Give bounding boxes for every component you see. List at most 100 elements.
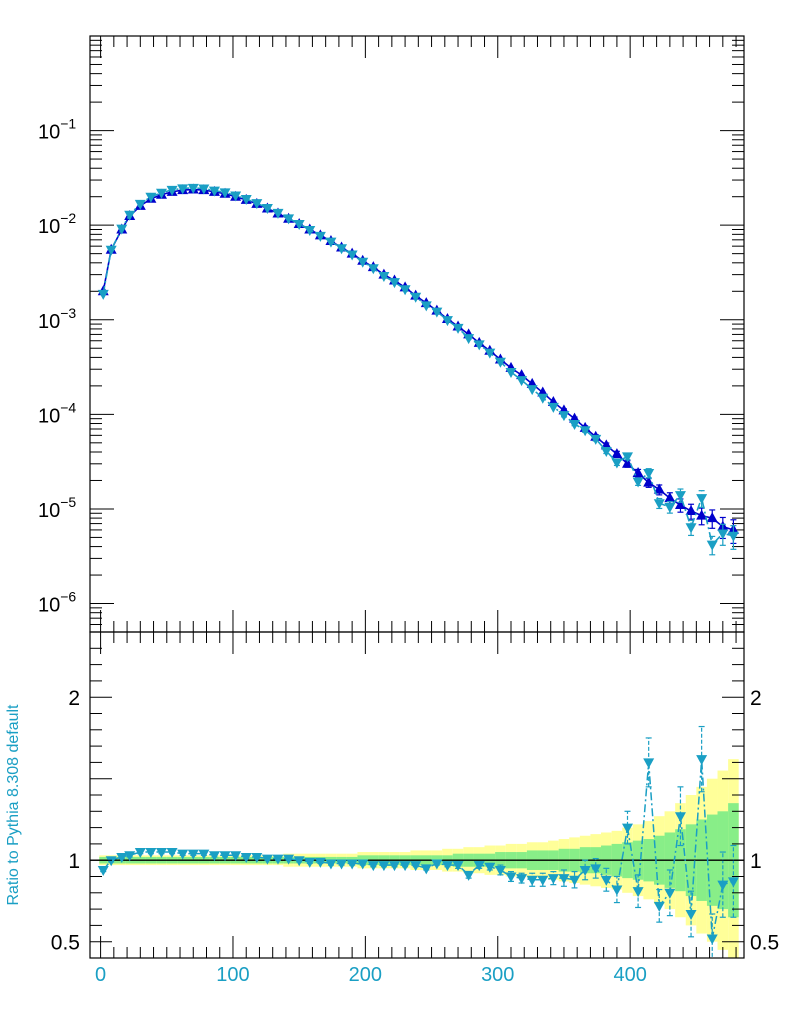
data-point: [251, 199, 263, 210]
ratio-y-tick-label-right: 2: [750, 687, 762, 710]
data-point: [696, 494, 708, 505]
ratio-point: [600, 875, 612, 886]
ratio-point: [441, 861, 453, 872]
ratio-point: [696, 755, 708, 766]
data-point: [97, 289, 109, 300]
data-point: [653, 483, 665, 494]
data-point: [293, 219, 305, 230]
data-point: [727, 531, 739, 542]
ratio-panel-frame: [89, 631, 745, 959]
ratio-point: [463, 870, 475, 881]
ratio-point: [208, 851, 220, 862]
ratio-point: [367, 861, 379, 872]
x-tick-label: 0: [95, 964, 106, 986]
data-point: [187, 183, 199, 194]
ratio-point: [717, 880, 729, 891]
ratio-point: [388, 861, 400, 872]
ratio-point: [378, 861, 390, 872]
ratio-point: [727, 877, 739, 888]
data-point: [314, 231, 326, 242]
data-point: [621, 457, 633, 468]
data-point: [516, 376, 528, 387]
ratio-plot-area: [90, 725, 744, 958]
ratio-point: [166, 848, 178, 859]
data-point: [410, 292, 422, 303]
ratio-point: [643, 758, 655, 769]
data-point: [219, 188, 231, 199]
ratio-point: [410, 861, 422, 872]
ratio-point: [431, 859, 443, 870]
x-tick-label: 200: [349, 964, 382, 986]
ratio-point: [590, 864, 602, 875]
data-point: [240, 195, 252, 206]
data-point: [664, 502, 676, 513]
main-panel-frame: [89, 35, 745, 633]
ratio-point: [420, 864, 432, 875]
data-point: [431, 307, 443, 318]
series-line: [102, 187, 734, 547]
data-point: [105, 245, 117, 256]
data-point: [643, 468, 655, 479]
ratio-point: [325, 859, 337, 870]
data-point: [155, 188, 167, 199]
ratio-point: [145, 848, 157, 859]
ratio-point: [105, 856, 117, 867]
data-point: [261, 203, 273, 214]
data-point: [283, 214, 295, 225]
ratio-y-axis-label: Ratio to Pythia 8.308 default: [5, 704, 22, 906]
series-triangle-up: [97, 183, 739, 545]
data-point: [272, 208, 284, 219]
data-point: [579, 426, 591, 437]
data-point: [484, 348, 496, 359]
main-panel: 10−1 10−2 10−3 10−4 10−5 10−6: [38, 35, 745, 633]
data-point: [643, 476, 655, 487]
ratio-point: [505, 872, 517, 883]
ratio-point: [304, 857, 316, 868]
ratio-point: [484, 862, 496, 873]
ratio-point: [314, 857, 326, 868]
data-point: [346, 250, 358, 261]
ratio-point: [452, 861, 464, 872]
data-point: [505, 368, 517, 379]
ratio-point: [558, 874, 570, 885]
ratio-series: [97, 725, 739, 958]
data-point: [526, 385, 538, 396]
ratio-point: [97, 865, 109, 876]
ratio-point: [198, 849, 210, 860]
data-point: [420, 301, 432, 312]
ratio-point: [569, 875, 581, 886]
ratio-panel: 2 2 1 1 0.5 0.5: [51, 631, 779, 959]
data-point: [685, 505, 697, 516]
data-point: [621, 452, 633, 463]
ratio-point: [399, 861, 411, 872]
ratio-point: [664, 888, 676, 899]
data-point: [569, 420, 581, 431]
ratio-point: [240, 852, 252, 863]
ratio-point: [346, 859, 358, 870]
data-point: [706, 540, 718, 551]
ratio-point: [261, 854, 273, 865]
ratio-point: [272, 854, 284, 865]
ratio-y-tick-label-right: 0.5: [750, 932, 779, 955]
ratio-y-tick-label: 1: [68, 850, 80, 873]
data-point: [116, 224, 128, 235]
ratio-point: [526, 875, 538, 886]
ratio-y-tick-label: 0.5: [51, 932, 80, 955]
y-tick-label: 10−3: [38, 305, 76, 333]
data-point: [611, 458, 623, 469]
ratio-point: [230, 851, 242, 862]
y-tick-label: 10−5: [38, 494, 76, 522]
data-point: [166, 185, 178, 196]
data-point: [463, 334, 475, 345]
data-point: [367, 264, 379, 275]
data-point: [547, 402, 559, 413]
data-point: [441, 316, 453, 327]
ratio-point: [357, 859, 369, 870]
ratio-point: [187, 849, 199, 860]
data-point: [336, 244, 348, 255]
data-point: [357, 257, 369, 268]
ratio-y-tick-label-right: 1: [750, 850, 762, 873]
data-point: [632, 477, 644, 488]
data-point: [304, 225, 316, 236]
